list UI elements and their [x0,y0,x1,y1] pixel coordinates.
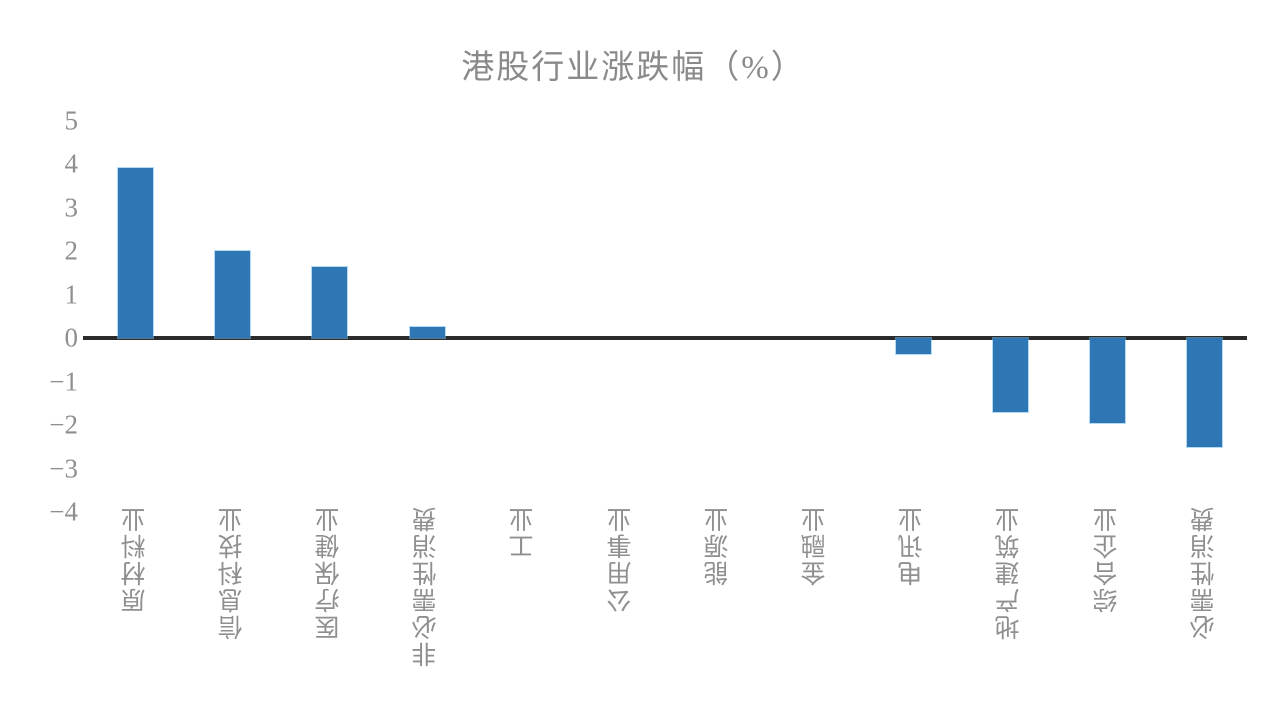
x-axis-tick-label: 医疗保健业 [315,505,343,640]
chart-title: 港股行业涨跌幅（%） [461,50,806,86]
plot-area [83,120,1247,512]
x-axis-tick-label: 电讯业 [899,505,927,586]
x-axis-tick-label: 信息科技业 [218,505,246,640]
bar [992,338,1028,412]
y-tick-label: −2 [49,409,78,440]
y-tick-label: −4 [49,496,78,527]
bar [118,168,153,338]
x-axis-tick-label: 公用事业 [607,505,635,613]
y-tick-label: 0 [64,322,79,353]
y-tick-label: 5 [64,105,79,135]
x-axis-tick-label: 综合企业 [1093,505,1121,613]
y-tick-label: −3 [49,453,78,483]
y-tick-label: 2 [64,235,79,266]
bar [895,338,931,355]
x-axis-tick-label: 原材料业 [121,505,149,613]
bar [1090,338,1125,423]
x-axis-tick-label: 非必需性消费 [413,505,441,667]
y-axis: 5 4 3 2 1 0 −1 −2 −3 −4 [0,0,78,728]
bar [1187,338,1223,447]
y-tick-label: −1 [49,366,78,396]
x-axis-tick-label: 金融业 [801,505,829,586]
y-tick-label: 1 [64,279,79,309]
x-axis-tick-label: 地产建筑业 [996,505,1024,640]
x-axis-tick-label: 能源业 [704,505,732,586]
x-axis-tick-label: 工业 [510,505,538,559]
y-tick-label: 4 [64,148,79,179]
bar [215,251,251,338]
y-tick-label: 3 [64,192,79,222]
bar [312,267,348,338]
zero-axis-line [83,336,1247,340]
x-axis-tick-label: 必需性消费 [1190,505,1218,640]
bar [409,327,445,338]
